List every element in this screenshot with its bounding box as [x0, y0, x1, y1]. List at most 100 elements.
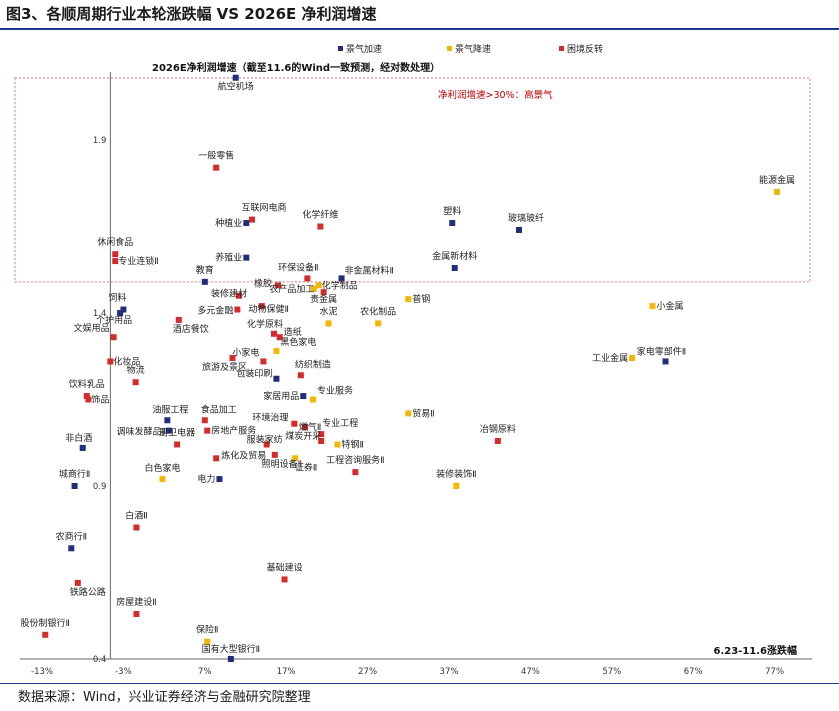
- x-tick-label: 67%: [684, 667, 703, 677]
- point-marker-2-11: [175, 316, 182, 323]
- point-marker-2-15: [260, 358, 267, 365]
- point-marker-1-12: [159, 476, 166, 483]
- point-label-0-9: 个护用品: [96, 314, 132, 326]
- point-marker-2-16: [107, 358, 114, 365]
- point-label-1-4: 小金属: [657, 300, 684, 312]
- point-label-1-5: 水泥: [320, 305, 338, 317]
- point-label-1-0: 能源金属: [759, 174, 795, 186]
- point-marker-0-0: [232, 74, 239, 81]
- point-marker-2-34: [133, 524, 140, 531]
- point-marker-2-17: [229, 354, 236, 361]
- point-label-0-18: 农商行Ⅱ: [56, 530, 87, 542]
- point-marker-2-36: [74, 579, 81, 586]
- legend-label-accel: 景气加速: [346, 43, 382, 55]
- point-label-0-0: 航空机场: [218, 81, 254, 93]
- point-marker-2-21: [85, 396, 92, 403]
- point-marker-1-9: [310, 396, 317, 403]
- point-marker-2-13: [276, 334, 283, 341]
- point-label-0-2: 玻璃玻纤: [508, 212, 544, 224]
- x-tick-label: -3%: [115, 667, 132, 677]
- point-label-1-11: 特钢Ⅱ: [341, 438, 363, 450]
- point-label-1-9: 专业服务: [317, 385, 353, 397]
- point-marker-0-18: [68, 545, 75, 552]
- point-marker-0-3: [243, 220, 250, 227]
- point-label-0-4: 养殖业: [215, 252, 242, 264]
- high-growth-region: [14, 77, 811, 283]
- point-label-1-8: 黑色家电: [280, 336, 316, 348]
- point-label-1-12: 白色家电: [144, 462, 180, 474]
- y-tick-label: 1.9: [93, 136, 107, 146]
- point-label-0-1: 塑料: [443, 205, 461, 217]
- point-label-2-16: 化妆品: [113, 355, 140, 367]
- point-label-2-4: 专业连锁Ⅱ: [118, 255, 158, 267]
- point-marker-2-35: [281, 576, 288, 583]
- point-marker-2-31: [213, 455, 220, 462]
- x-tick-label: 27%: [358, 667, 377, 677]
- point-marker-0-13: [164, 417, 171, 424]
- point-marker-2-24: [301, 424, 308, 431]
- point-marker-0-14: [165, 427, 172, 434]
- point-label-2-31: 炼化及贸易: [221, 449, 266, 461]
- point-marker-2-14: [110, 334, 117, 341]
- point-label-2-25: 房地产服务: [211, 425, 256, 437]
- point-label-0-13: 油服工程: [152, 403, 188, 415]
- point-label-1-6: 农化制品: [360, 305, 396, 317]
- point-label-0-6: 非金属材料Ⅱ: [345, 264, 394, 276]
- point-marker-1-0: [774, 188, 781, 195]
- point-label-2-3: 休闲食品: [97, 236, 133, 248]
- points-layer: [42, 74, 781, 662]
- point-marker-0-1: [449, 220, 456, 227]
- legend-marker-reversal: [559, 46, 564, 51]
- point-label-1-10: 贸易Ⅱ: [412, 407, 434, 419]
- point-marker-0-5: [451, 265, 458, 272]
- point-label-1-15: 保险Ⅱ: [196, 624, 218, 636]
- point-marker-0-8: [120, 306, 127, 313]
- point-label-0-17: 电力: [197, 473, 215, 485]
- point-marker-0-12: [300, 393, 307, 400]
- point-label-2-38: 股份制银行Ⅱ: [21, 617, 70, 629]
- point-marker-1-11: [334, 441, 341, 448]
- point-label-0-19: 国有大型银行Ⅱ: [202, 643, 260, 655]
- point-marker-2-20: [83, 393, 90, 400]
- x-axis-title: 6.23-11.6涨跌幅: [714, 644, 798, 657]
- point-label-2-6: 环保设备Ⅱ: [278, 261, 318, 273]
- point-marker-0-9: [117, 310, 124, 316]
- point-label-2-14: 文娱用品: [74, 322, 110, 334]
- point-marker-1-1: [310, 285, 317, 292]
- point-marker-0-4: [243, 254, 250, 261]
- point-label-2-9: 贵金属: [310, 293, 337, 305]
- point-marker-0-10: [662, 358, 669, 365]
- point-label-2-24: 燃气Ⅱ: [299, 421, 321, 433]
- axis-layer: 0.4 0.9 1.4 1.9 -13% -3% 7% 17% 27% 37% 47% 57% 67% 7…: [20, 61, 812, 677]
- point-label-2-11: 酒店餐饮: [173, 323, 209, 335]
- point-label-0-3: 种植业: [215, 217, 242, 229]
- point-label-0-7: 教育: [196, 264, 214, 276]
- frame-layer: 净利润增速>30%：高景气: [14, 77, 811, 283]
- point-label-2-30: 冶钢原料: [480, 423, 516, 435]
- point-label-2-35: 基础建设: [267, 561, 303, 573]
- x-tick-label: 47%: [521, 667, 540, 677]
- point-label-2-13: 造纸: [284, 326, 302, 338]
- point-marker-1-3: [405, 296, 412, 303]
- point-label-2-22: 食品加工: [201, 403, 237, 415]
- point-label-0-10: 家电零部件Ⅱ: [637, 345, 686, 357]
- point-label-2-5: 橡胶: [254, 277, 272, 289]
- point-label-2-17: 旅游及景区: [202, 361, 247, 373]
- point-marker-1-8: [273, 348, 280, 355]
- point-marker-1-15: [204, 638, 211, 645]
- point-label-2-28: 服装家纺: [247, 433, 283, 445]
- y-tick-label: 0.9: [93, 482, 107, 492]
- point-marker-2-10: [234, 306, 241, 313]
- point-marker-2-8: [258, 303, 265, 310]
- point-marker-2-29: [318, 438, 325, 445]
- point-label-1-7: 工业金属: [592, 352, 628, 364]
- point-marker-1-4: [649, 303, 656, 310]
- x-tick-label: -13%: [31, 667, 53, 677]
- point-marker-2-7: [235, 292, 242, 299]
- point-label-2-26: 专业工程: [322, 417, 358, 429]
- figure-title: 图3、各顺周期行业本轮涨跌幅 VS 2026E 净利润增速: [6, 5, 377, 23]
- point-marker-1-7: [629, 354, 636, 361]
- point-marker-2-33: [352, 469, 359, 476]
- point-label-2-2: 化学纤维: [302, 209, 338, 221]
- title-rule: [0, 28, 839, 30]
